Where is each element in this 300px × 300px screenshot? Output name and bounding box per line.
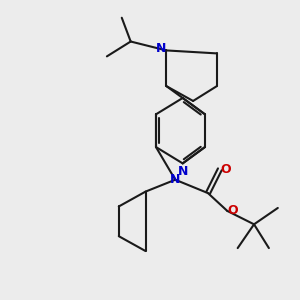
Text: N: N	[156, 42, 166, 56]
Text: O: O	[227, 204, 238, 218]
Text: N: N	[178, 165, 188, 178]
Text: N: N	[169, 173, 180, 186]
Text: O: O	[220, 163, 230, 176]
